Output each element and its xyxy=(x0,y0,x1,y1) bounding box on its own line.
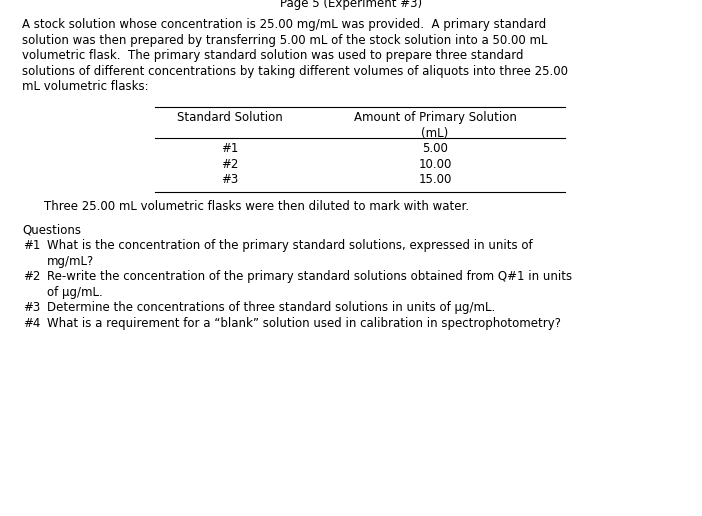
Text: solutions of different concentrations by taking different volumes of aliquots in: solutions of different concentrations by… xyxy=(22,64,568,77)
Text: mg/mL?: mg/mL? xyxy=(47,254,94,267)
Text: Three 25.00 mL volumetric flasks were then diluted to mark with water.: Three 25.00 mL volumetric flasks were th… xyxy=(44,200,469,213)
Text: of μg/mL.: of μg/mL. xyxy=(47,285,102,299)
Text: #1: #1 xyxy=(221,142,239,155)
Text: solution was then prepared by transferring 5.00 mL of the stock solution into a : solution was then prepared by transferri… xyxy=(22,34,548,46)
Text: 15.00: 15.00 xyxy=(418,173,451,186)
Text: Standard Solution: Standard Solution xyxy=(177,111,283,124)
Text: #3: #3 xyxy=(23,301,40,314)
Text: #2: #2 xyxy=(23,270,41,283)
Text: A stock solution whose concentration is 25.00 mg/mL was provided.  A primary sta: A stock solution whose concentration is … xyxy=(22,18,546,31)
Text: (mL): (mL) xyxy=(421,126,449,140)
Text: What is a requirement for a “blank” solution used in calibration in spectrophoto: What is a requirement for a “blank” solu… xyxy=(47,316,561,330)
Text: Amount of Primary Solution: Amount of Primary Solution xyxy=(354,111,517,124)
Text: What is the concentration of the primary standard solutions, expressed in units : What is the concentration of the primary… xyxy=(47,239,533,252)
Text: #2: #2 xyxy=(221,158,239,171)
Text: #4: #4 xyxy=(23,316,41,330)
Text: Page 5 (Experiment #3): Page 5 (Experiment #3) xyxy=(280,0,422,10)
Text: Questions: Questions xyxy=(22,223,81,236)
Text: #3: #3 xyxy=(221,173,239,186)
Text: volumetric flask.  The primary standard solution was used to prepare three stand: volumetric flask. The primary standard s… xyxy=(22,49,524,62)
Text: 5.00: 5.00 xyxy=(422,142,448,155)
Text: #1: #1 xyxy=(23,239,41,252)
Text: 10.00: 10.00 xyxy=(418,158,451,171)
Text: Determine the concentrations of three standard solutions in units of μg/mL.: Determine the concentrations of three st… xyxy=(47,301,495,314)
Text: mL volumetric flasks:: mL volumetric flasks: xyxy=(22,80,149,93)
Text: Re-write the concentration of the primary standard solutions obtained from Q#1 i: Re-write the concentration of the primar… xyxy=(47,270,572,283)
